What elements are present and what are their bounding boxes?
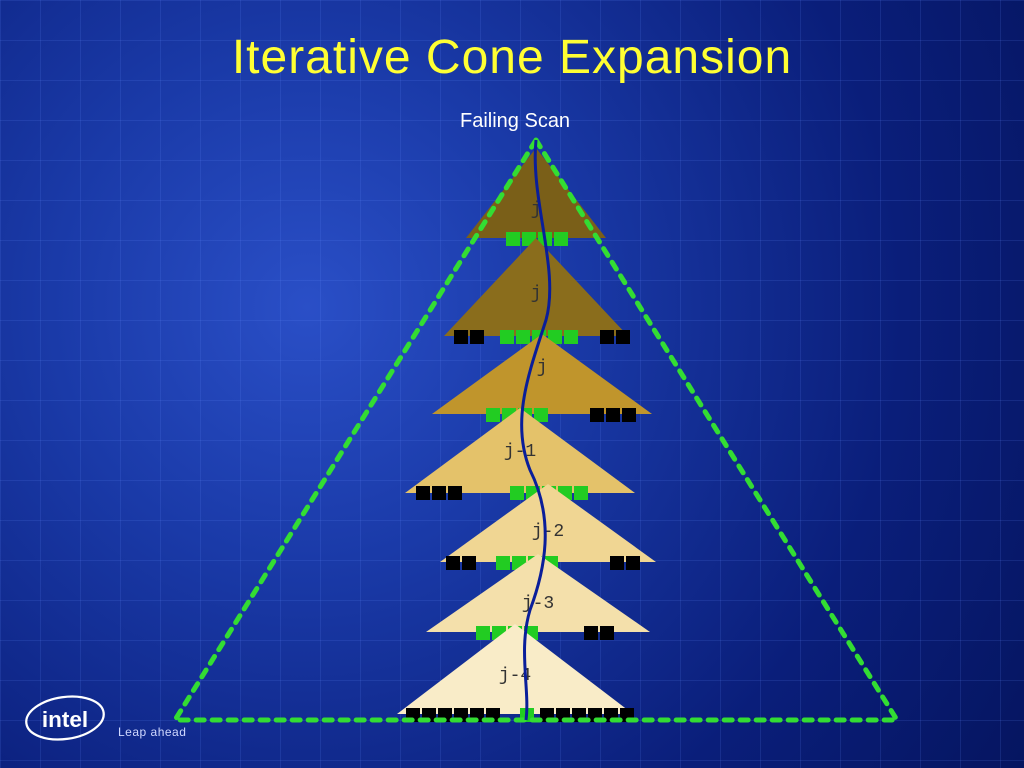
black-square — [454, 708, 468, 722]
black-square — [540, 708, 554, 722]
black-square — [470, 708, 484, 722]
cone-level-label-3: j-1 — [504, 442, 536, 462]
cone-level-label-1: j — [531, 284, 542, 304]
black-square — [486, 708, 500, 722]
black-square — [438, 708, 452, 722]
failing-scan-label: Failing Scan — [460, 110, 570, 133]
black-square — [416, 486, 430, 500]
black-square — [422, 708, 436, 722]
black-square — [620, 708, 634, 722]
intel-logo: intel Leap ahead — [20, 688, 186, 748]
green-square — [520, 708, 534, 722]
cone-level-label-2: j — [537, 358, 548, 378]
cone-level-label-4: j-2 — [532, 522, 564, 542]
cone-level-label-5: j-3 — [522, 594, 554, 614]
cone-level-0 — [466, 148, 606, 238]
black-square — [406, 708, 420, 722]
cone-level-label-0: j — [531, 200, 542, 220]
black-square — [588, 708, 602, 722]
logo-text: intel — [42, 707, 88, 732]
page-title: Iterative Cone Expansion — [0, 30, 1024, 85]
logo-tagline: Leap ahead — [118, 725, 186, 739]
black-square — [556, 708, 570, 722]
cone-level-5 — [426, 554, 650, 632]
cone-level-label-6: j-4 — [499, 666, 531, 686]
black-square — [604, 708, 618, 722]
black-square — [572, 708, 586, 722]
